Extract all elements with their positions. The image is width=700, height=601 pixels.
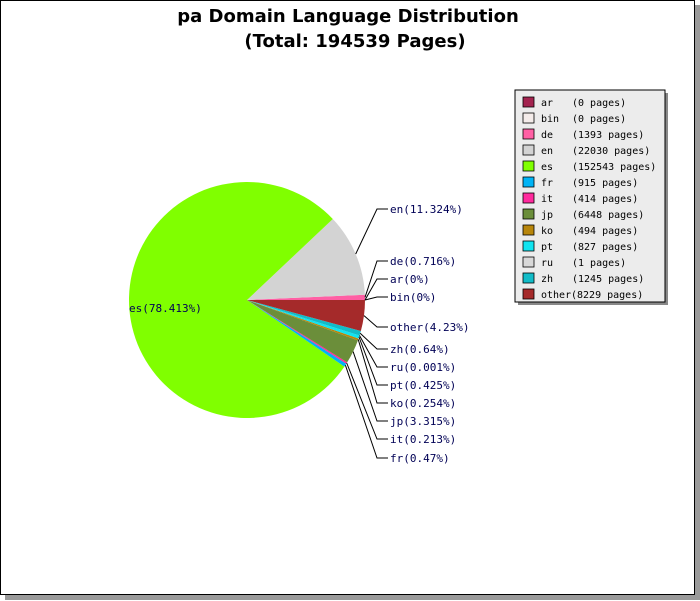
leader-line-ar	[364, 278, 388, 301]
legend-code-it: it	[541, 194, 553, 205]
pie-slice-pt	[247, 300, 360, 339]
legend-pages-other: (8229 pages)	[571, 290, 643, 301]
legend-code-jp: jp	[541, 210, 553, 221]
pie-slice-fr	[247, 300, 347, 367]
legend-code-pt: pt	[541, 242, 553, 253]
legend-code-ar: ar	[541, 98, 553, 109]
legend-code-es: es	[541, 162, 553, 173]
legend-code-ru: ru	[541, 258, 553, 269]
legend-pages-ko: (494 pages)	[572, 226, 638, 237]
legend-pages-zh: (1245 pages)	[572, 274, 644, 285]
legend-code-en: en	[541, 146, 553, 157]
legend-code-ko: ko	[541, 226, 553, 237]
slice-label-de: de(0.716%)	[390, 255, 456, 268]
legend-swatch-en	[522, 144, 535, 156]
chart-title: pa Domain Language Distribution	[177, 6, 519, 27]
pie-slice-de	[247, 294, 365, 300]
legend-pages-de: (1393 pages)	[572, 130, 644, 141]
slice-label-it: it(0.213%)	[390, 433, 456, 446]
slice-label-bin: bin(0%)	[390, 291, 436, 304]
legend-swatch-zh	[522, 272, 535, 284]
legend-pages-ar: (0 pages)	[572, 98, 626, 109]
legend-swatch-es	[522, 160, 535, 172]
slice-label-fr: fr(0.47%)	[390, 452, 450, 465]
leader-line-other	[363, 315, 388, 328]
legend-swatch-jp	[522, 208, 535, 220]
legend-code-zh: zh	[541, 274, 553, 285]
chart-subtitle: (Total: 194539 Pages)	[244, 31, 465, 52]
pie-slice-other	[247, 300, 365, 331]
legend-pages-es: (152543 pages)	[572, 162, 656, 173]
legend-swatch-fr	[522, 176, 535, 188]
legend: ar (0 pages) bin (0 pages) de (1393 pages) en (…	[514, 89, 668, 305]
legend-pages-ru: (1 pages)	[572, 258, 626, 269]
legend-box	[514, 89, 666, 303]
slice-label-ru: ru(0.001%)	[390, 361, 456, 374]
leader-line-ko	[357, 339, 388, 404]
legend-swatch-de	[522, 128, 535, 140]
legend-pages-it: (414 pages)	[572, 194, 638, 205]
leader-line-fr	[344, 365, 388, 459]
slice-labels: es(78.413%) en(11.324%) de(0.716%) ar(0%) bi…	[129, 203, 469, 465]
leader-line-bin	[364, 296, 388, 301]
pie-slice-it	[247, 300, 348, 364]
legend-pages-bin: (0 pages)	[572, 114, 626, 125]
legend-pages-en: (22030 pages)	[572, 146, 650, 157]
leader-line-it	[346, 362, 388, 440]
legend-pages-jp: (6448 pages)	[572, 210, 644, 221]
slice-label-jp: jp(3.315%)	[390, 415, 456, 428]
legend-pages-pt: (827 pages)	[572, 242, 638, 253]
legend-code-de: de	[541, 130, 553, 141]
slice-label-ko: ko(0.254%)	[390, 397, 456, 410]
slice-label-ar: ar(0%)	[390, 273, 430, 286]
leader-line-ru	[359, 335, 388, 368]
slice-label-en: en(11.324%)	[390, 203, 463, 216]
legend-code-other: other	[541, 290, 571, 301]
slice-label-zh: zh(0.64%)	[390, 343, 450, 356]
legend-swatch-pt	[522, 240, 535, 252]
slice-label-es: es(78.413%)	[129, 302, 202, 315]
pie-slice-zh	[247, 300, 361, 336]
legend-swatch-bin	[522, 112, 535, 124]
leader-line-zh	[359, 332, 388, 350]
legend-code-bin: bin	[541, 114, 559, 125]
slice-label-pt: pt(0.425%)	[390, 379, 456, 392]
pie-slice-jp	[247, 300, 358, 363]
legend-pages-fr: (915 pages)	[572, 178, 638, 189]
leader-line-pt	[358, 336, 388, 386]
slice-label-other: other(4.23%)	[390, 321, 469, 334]
label-leaders	[344, 208, 388, 459]
legend-swatch-other	[522, 288, 535, 300]
pie-slice-es	[128, 182, 345, 419]
leader-line-de	[364, 260, 388, 298]
legend-swatch-it	[522, 192, 535, 204]
legend-swatch-ar	[522, 96, 535, 108]
legend-swatch-ko	[522, 224, 535, 236]
pie-slices	[128, 182, 365, 419]
legend-swatch-ru	[522, 256, 535, 268]
legend-code-fr: fr	[541, 178, 553, 189]
pie-slice-en	[247, 219, 365, 300]
leader-line-jp	[352, 351, 388, 422]
pie-slice-ko	[247, 300, 359, 341]
leader-line-en	[355, 208, 388, 255]
